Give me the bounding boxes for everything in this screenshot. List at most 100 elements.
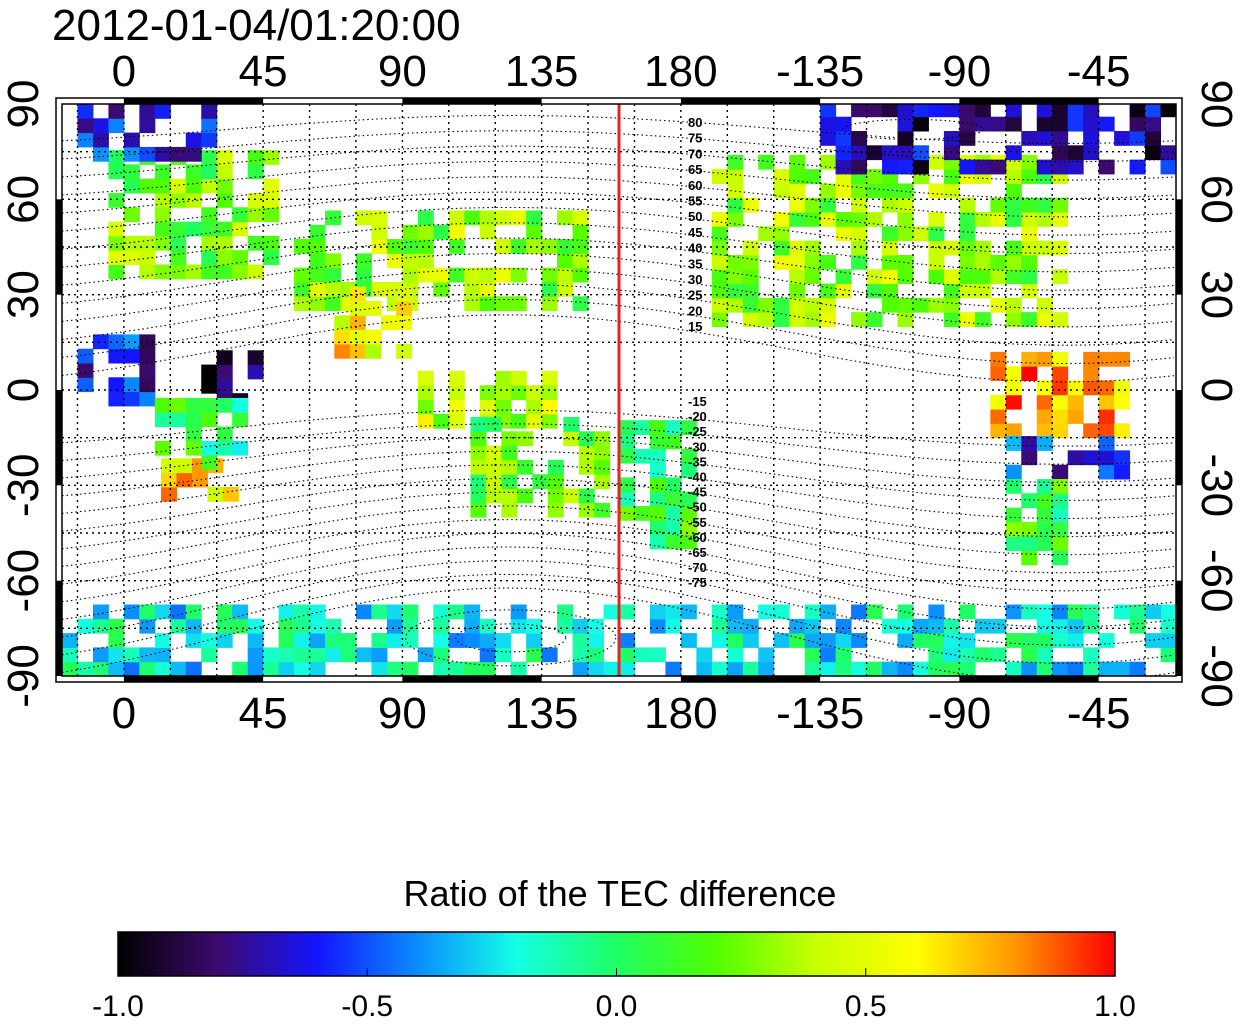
contour-label: -30	[688, 439, 707, 454]
data-region-india	[334, 286, 413, 359]
lon-tick-label-bottom: -90	[928, 689, 992, 738]
colorbar-tick-label: 0.5	[845, 990, 887, 1023]
lat-tick-label-right: 60	[1192, 175, 1240, 224]
data-region-central-africa	[154, 397, 249, 470]
contour-label: 35	[688, 256, 702, 271]
colorbar-title: Ratio of the TEC difference	[403, 873, 837, 914]
colorbar-tick-label: 1.0	[1094, 990, 1136, 1023]
lon-tick-label-top: -90	[928, 47, 992, 96]
contour-label: 55	[688, 194, 702, 209]
lat-tick-label-right: 90	[1192, 80, 1240, 129]
contour-label: -45	[688, 485, 707, 500]
contour-label: 40	[688, 241, 702, 256]
lat-tick-label-left: 30	[0, 270, 48, 319]
contour-label: 15	[688, 319, 702, 334]
lon-tick-label-top: 45	[239, 47, 288, 96]
frame-bar-right	[1176, 390, 1182, 486]
data-region-patagonia	[1005, 478, 1069, 566]
contour-label: -55	[688, 515, 707, 530]
tec-data-layer	[62, 104, 1176, 676]
contour-label: -35	[688, 454, 707, 469]
lat-tick-label-right: -90	[1192, 644, 1240, 708]
contour-north-pole	[842, 118, 984, 140]
data-region-north-polar-cap-west	[77, 104, 218, 162]
lat-tick-label-left: 60	[0, 175, 48, 224]
contour-south	[62, 587, 1175, 676]
contour-label: -25	[688, 424, 707, 439]
lat-tick-label-right: 30	[1192, 270, 1240, 319]
lon-tick-label-bottom: 180	[644, 689, 717, 738]
contour-label: 70	[688, 146, 702, 161]
data-region-north-america	[711, 154, 1069, 327]
lon-tick-label-top: 0	[112, 47, 136, 96]
frame-bar-bottom	[402, 676, 542, 682]
contour-label: 30	[688, 272, 702, 287]
lon-tick-label-bottom: 45	[239, 689, 288, 738]
frame-bar-bottom	[123, 676, 264, 682]
lat-tick-label-left: -30	[0, 454, 48, 518]
frame-checker-bars	[56, 98, 1182, 682]
frame-bar-left	[56, 390, 62, 486]
contour-label: -60	[688, 530, 707, 545]
contour-label: -20	[688, 409, 707, 424]
lat-tick-label-right: -30	[1192, 454, 1240, 518]
contour-label: 80	[688, 115, 702, 130]
lon-tick-label-bottom: 0	[112, 689, 136, 738]
data-region-pacific-south	[619, 420, 697, 550]
lon-tick-label-top: 180	[644, 47, 717, 96]
contour-label: -15	[688, 394, 707, 409]
data-region-north-africa-west	[77, 334, 156, 407]
colorbar-tick-label: -1.0	[92, 990, 144, 1023]
data-region-southern-africa	[161, 458, 239, 502]
lat-tick-label-right: 0	[1192, 378, 1240, 402]
contour-label: 75	[688, 131, 702, 146]
lon-tick-label-top: 135	[505, 47, 578, 96]
frame-bar-top	[123, 98, 264, 104]
frame-bar-top	[959, 98, 1099, 104]
lat-tick-label-right: -60	[1192, 549, 1240, 613]
frame-bar-top	[680, 98, 821, 104]
contour-south	[62, 519, 1175, 592]
contour-label: -70	[688, 560, 707, 575]
contour-label: 45	[688, 225, 702, 240]
contour-north	[62, 114, 1175, 144]
frame-bar-left	[56, 580, 62, 676]
frame-bar-top	[402, 98, 542, 104]
contour-label: 60	[688, 178, 702, 193]
contour-label: 20	[688, 303, 702, 318]
lat-tick-label-left: 90	[0, 80, 48, 129]
lon-tick-label-top: -45	[1067, 47, 1131, 96]
lat-tick-label-left: -60	[0, 549, 48, 613]
frame-bar-right	[1176, 199, 1182, 295]
data-region-europe	[108, 150, 280, 280]
lon-tick-label-bottom: 90	[378, 689, 427, 738]
frame-bar-bottom	[680, 676, 821, 682]
frame-bar-left	[56, 199, 62, 295]
contour-label: 65	[688, 162, 702, 177]
lon-tick-label-bottom: -135	[776, 689, 864, 738]
lon-tick-label-bottom: 135	[505, 689, 578, 738]
contour-label: -50	[688, 500, 707, 515]
figure-title: 2012-01-04/01:20:00	[52, 1, 461, 50]
colorbar-tick-label: -0.5	[341, 990, 393, 1023]
contour-south-pole-mid	[405, 609, 617, 667]
lon-tick-label-bottom: -45	[1067, 689, 1131, 738]
contour-label: 25	[688, 288, 702, 303]
data-region-antarctic	[62, 604, 1176, 676]
data-region-south-america-north	[990, 351, 1131, 439]
lon-tick-label-top: 90	[378, 47, 427, 96]
lat-tick-label-left: -90	[0, 644, 48, 708]
data-region-asia	[294, 210, 589, 312]
data-region-australia	[470, 417, 611, 518]
axis-labels: 0045459090135135180180-135-135-90-90-45-…	[0, 47, 1240, 738]
contour-south	[62, 573, 1175, 664]
contour-label: -40	[688, 470, 707, 485]
colorbar-tick-labels: -1.0 -0.5 0.0 0.5 1.0	[92, 968, 1136, 1023]
contour-south-pole-inner	[455, 623, 567, 653]
contour-label: -65	[688, 545, 707, 560]
frame-bar-right	[1176, 580, 1182, 676]
colorbar-tick-label: 0.0	[596, 990, 638, 1023]
